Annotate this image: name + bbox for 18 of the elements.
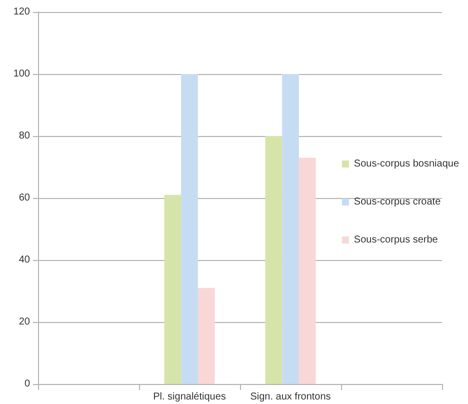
legend-label: Sous-corpus bosniaque	[354, 158, 460, 170]
y-tick-label: 100	[13, 68, 30, 80]
bar	[164, 194, 182, 384]
legend-label: Sous-corpus croate	[354, 196, 442, 208]
y-tick-label: 20	[18, 316, 30, 328]
y-tick-label: 120	[13, 6, 30, 18]
y-tick-label: 0	[24, 378, 30, 390]
bar	[181, 74, 198, 384]
bar	[265, 136, 282, 384]
bar	[282, 74, 299, 384]
bar	[298, 158, 316, 384]
bar	[198, 288, 215, 384]
x-tick-label: Pl. signalétiques	[153, 392, 226, 402]
y-tick-label: 40	[18, 254, 30, 266]
y-tick-label: 80	[18, 130, 30, 142]
y-tick-label: 60	[18, 192, 30, 204]
legend-label: Sous-corpus serbe	[354, 234, 438, 246]
x-tick-label: Sign. aux frontons	[250, 392, 331, 402]
